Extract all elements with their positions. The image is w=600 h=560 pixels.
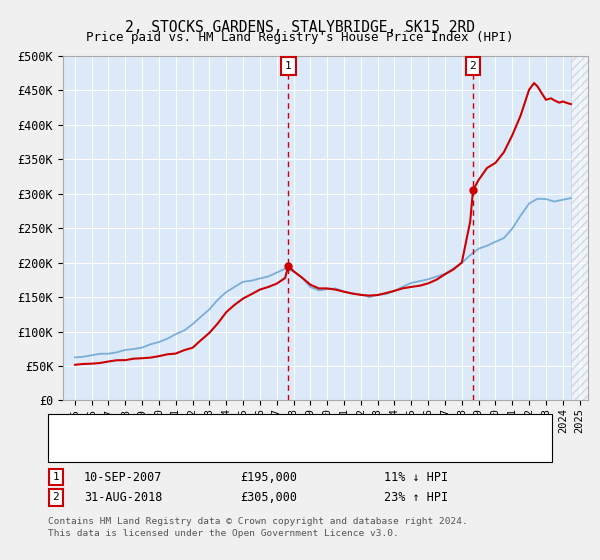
Text: 10-SEP-2007: 10-SEP-2007 (84, 470, 163, 484)
Text: 2: 2 (52, 492, 59, 502)
Bar (571, 56, 588, 400)
Text: 2, STOCKS GARDENS, STALYBRIDGE, SK15 2RD: 2, STOCKS GARDENS, STALYBRIDGE, SK15 2RD (125, 20, 475, 35)
Text: Price paid vs. HM Land Registry's House Price Index (HPI): Price paid vs. HM Land Registry's House … (86, 31, 514, 44)
Text: Contains HM Land Registry data © Crown copyright and database right 2024.: Contains HM Land Registry data © Crown c… (48, 517, 468, 526)
Text: 11% ↓ HPI: 11% ↓ HPI (384, 470, 448, 484)
Text: HPI: Average price, detached house, Tameside: HPI: Average price, detached house, Tame… (93, 445, 379, 455)
Text: £305,000: £305,000 (240, 491, 297, 504)
Text: 31-AUG-2018: 31-AUG-2018 (84, 491, 163, 504)
Text: 23% ↑ HPI: 23% ↑ HPI (384, 491, 448, 504)
Text: 1: 1 (285, 62, 292, 71)
Text: 1: 1 (52, 472, 59, 482)
Text: £195,000: £195,000 (240, 470, 297, 484)
Text: This data is licensed under the Open Government Licence v3.0.: This data is licensed under the Open Gov… (48, 529, 399, 538)
Text: 2: 2 (470, 62, 476, 71)
Text: 2, STOCKS GARDENS, STALYBRIDGE, SK15 2RD (detached house): 2, STOCKS GARDENS, STALYBRIDGE, SK15 2RD… (93, 423, 464, 433)
